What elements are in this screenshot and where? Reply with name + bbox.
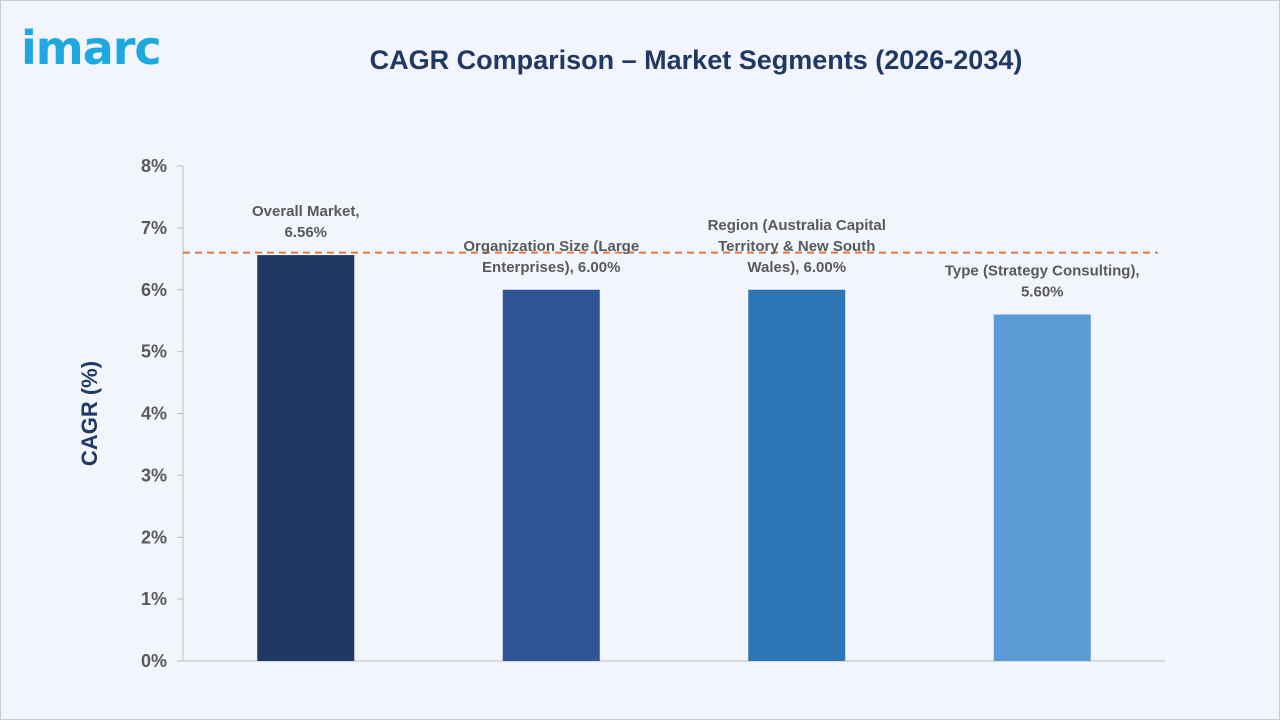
data-label: Type (Strategy Consulting), 5.60% <box>945 263 1140 301</box>
chart-title: CAGR Comparison – Market Segments (2026-… <box>369 45 1023 75</box>
y-axis: 0% 1% 2% 3% 4% 5% 6% 7% 8% <box>141 156 1165 671</box>
y-tick-label: 0% <box>141 651 167 671</box>
data-label-line: Region (Australia Capital <box>708 217 886 234</box>
data-label-line: Wales), 6.00% <box>747 259 846 276</box>
y-tick-label: 2% <box>141 527 167 547</box>
bar <box>502 289 600 661</box>
data-label: Region (Australia Capital Territory & New… <box>708 217 886 276</box>
y-tick-label: 7% <box>141 218 167 238</box>
data-label-line: Type (Strategy Consulting), <box>945 263 1140 280</box>
data-label-line: Organization Size (Large <box>463 238 639 255</box>
y-axis-title: CAGR (%) <box>77 361 102 466</box>
data-label-line: Enterprises), 6.00% <box>482 259 620 276</box>
bar <box>748 289 846 661</box>
bar <box>993 314 1091 661</box>
y-tick-label: 6% <box>141 280 167 300</box>
bars <box>257 255 1091 661</box>
y-tick-label: 5% <box>141 342 167 362</box>
y-tick-label: 1% <box>141 589 167 609</box>
data-label-line: Territory & New South <box>718 238 875 255</box>
data-label: Organization Size (Large Enterprises), 6.… <box>463 238 639 276</box>
y-tick-label: 8% <box>141 156 167 176</box>
data-label: Overall Market, 6.56% <box>252 203 360 241</box>
bar <box>257 255 355 661</box>
y-tick-label: 4% <box>141 404 167 424</box>
y-tick-label: 3% <box>141 465 167 485</box>
data-label-line: 5.60% <box>1021 284 1064 301</box>
data-labels: Overall Market, 6.56% Organization Size (L… <box>252 203 1140 300</box>
imarc-logo: imarc <box>21 21 162 75</box>
data-label-line: Overall Market, <box>252 203 360 220</box>
data-label-line: 6.56% <box>284 224 327 241</box>
